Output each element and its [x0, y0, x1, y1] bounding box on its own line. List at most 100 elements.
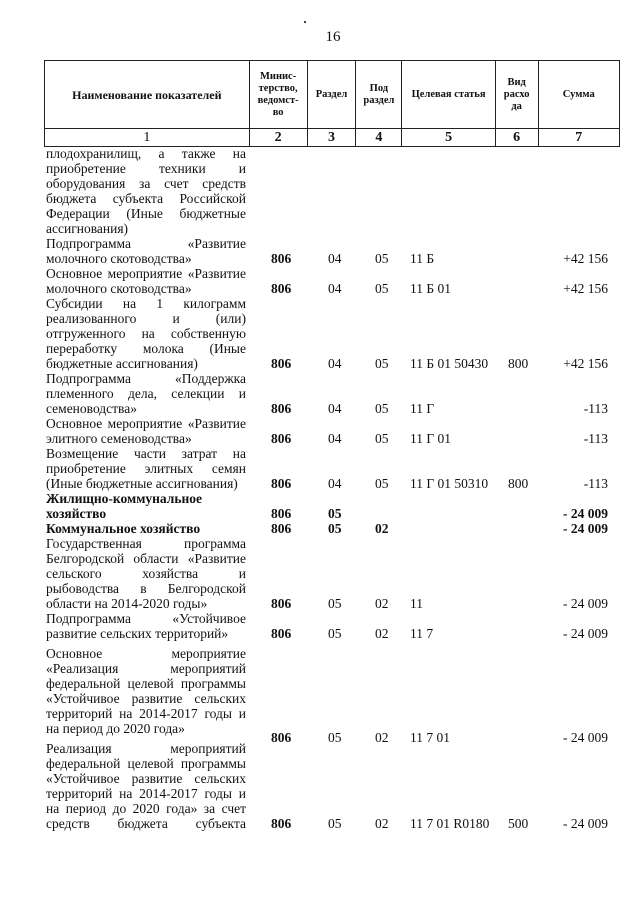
row-description: Основное мероприятие «Развитие молочного … — [46, 266, 246, 296]
cell-subsection: 02 — [375, 626, 389, 641]
table-row: Возмещение части затрат на приобретение э… — [46, 446, 620, 491]
description-line: молочного скотоводства» — [46, 281, 192, 296]
description-line: территорий на 2014-2017 годы и — [46, 786, 246, 801]
header-num-7: 7 — [537, 128, 620, 147]
table-row: Государственная программа Белгородской об… — [46, 536, 620, 611]
description-line: Подпрограмма «Развитие — [46, 236, 246, 251]
description-line: хозяйство — [46, 506, 107, 521]
cell-sum: +42 156 — [563, 251, 608, 266]
description-line: бюджетные ассигнования) — [46, 356, 198, 371]
description-line: (Иные бюджетные ассигнования) — [46, 476, 238, 491]
cell-target: 11 Г 01 50310 — [410, 476, 489, 491]
cell-section: 05 — [328, 626, 342, 641]
header-subsection: Под раздел — [355, 60, 403, 129]
description-line: Основное мероприятие — [46, 646, 246, 661]
cell-kind: 800 — [508, 476, 529, 491]
cell-section: 04 — [328, 431, 342, 446]
cell-subsection: 05 — [375, 356, 389, 371]
description-line: Коммунальное хозяйство — [46, 521, 201, 536]
page-number: 16 — [325, 29, 341, 45]
cell-target: 11 Б 01 50430 — [410, 356, 489, 371]
row-description: Государственная программа Белгородской об… — [46, 536, 246, 611]
description-line: бюджета субъекта Российской — [46, 191, 246, 206]
row-description: Субсидии на 1 килограмм реализованного и … — [46, 296, 246, 371]
description-line: племенного дела, селекции и — [46, 386, 246, 401]
cell-ministry: 806 — [271, 356, 292, 371]
cell-ministry: 806 — [271, 521, 292, 536]
description-line: элитного семеноводства» — [46, 431, 192, 446]
table-row: Коммунальное хозяйство 806 05 02 - 24 009 — [46, 521, 620, 536]
header-num-4: 4 — [355, 128, 403, 147]
cell-subsection: 02 — [375, 816, 389, 831]
description-line: оборудования за счет средств — [46, 176, 246, 191]
cell-target: 11 — [410, 596, 423, 611]
row-description: Реализация мероприятий федеральной целево… — [46, 741, 246, 831]
description-line: Жилищно-коммунальное — [46, 491, 203, 506]
description-line: рыбоводства в Белгородской — [46, 581, 246, 596]
description-line: «Устойчивое развитие сельских — [46, 691, 246, 706]
cell-ministry: 806 — [271, 596, 292, 611]
description-line: Подпрограмма «Поддержка — [46, 371, 246, 386]
cell-ministry: 806 — [271, 626, 292, 641]
description-line: Подпрограмма «Устойчивое — [46, 611, 246, 626]
description-line: Реализация мероприятий — [46, 741, 246, 756]
description-line: Федерации (Иные бюджетные — [46, 206, 246, 221]
header-target: Целевая статья — [401, 60, 496, 129]
cell-sum: -113 — [583, 476, 608, 491]
cell-section: 04 — [328, 356, 342, 371]
description-line: Основное мероприятие «Развитие — [46, 266, 246, 281]
table-row: плодохранилищ, а также на приобретение те… — [46, 146, 620, 236]
table-header: Наименование показателей Минис-терство, … — [44, 60, 620, 147]
row-description: плодохранилищ, а также на приобретение те… — [46, 146, 246, 236]
cell-sum: - 24 009 — [563, 506, 608, 521]
cell-section: 04 — [328, 251, 342, 266]
scan-speck — [304, 21, 306, 23]
cell-ministry: 806 — [271, 816, 292, 831]
cell-sum: - 24 009 — [563, 730, 608, 745]
cell-ministry: 806 — [271, 251, 292, 266]
row-description: Жилищно-коммунальное хозяйство — [46, 491, 246, 521]
cell-ministry: 806 — [271, 506, 292, 521]
cell-sum: +42 156 — [563, 281, 608, 296]
cell-subsection: 02 — [375, 596, 389, 611]
description-line: переработку молока (Иные — [46, 341, 246, 356]
cell-sum: - 24 009 — [563, 521, 608, 536]
row-description: Возмещение части затрат на приобретение э… — [46, 446, 246, 491]
table-row: Субсидии на 1 килограмм реализованного и … — [46, 296, 620, 371]
row-description: Основное мероприятие «Развитие элитного с… — [46, 416, 246, 446]
description-line: ассигнования) — [46, 221, 129, 236]
cell-ministry: 806 — [271, 431, 292, 446]
description-line: области на 2014-2020 годы» — [46, 596, 208, 611]
cell-subsection: 05 — [375, 401, 389, 416]
cell-ministry: 806 — [271, 401, 292, 416]
row-description: Основное мероприятие «Реализация мероприя… — [46, 646, 246, 736]
header-name: Наименование показателей — [44, 60, 250, 129]
description-line: приобретение техники и — [46, 161, 246, 176]
header-num-1: 1 — [44, 128, 250, 147]
header-sum: Сумма — [537, 60, 620, 129]
table-row: Подпрограмма «Развитие молочного скотовод… — [46, 236, 620, 266]
cell-target: 11 Б — [410, 251, 435, 266]
description-line: плодохранилищ, а также на — [46, 146, 246, 161]
cell-sum: -113 — [583, 401, 608, 416]
description-line: территорий на 2014-2017 годы и — [46, 706, 246, 721]
cell-section: 04 — [328, 476, 342, 491]
header-ministry: Минис-терство, ведомст-во — [248, 60, 308, 129]
description-line: приобретение элитных семян — [46, 461, 246, 476]
row-description: Подпрограмма «Устойчивое развитие сельски… — [46, 611, 246, 641]
header-num-2: 2 — [248, 128, 308, 147]
cell-kind: 800 — [508, 356, 529, 371]
cell-section: 05 — [328, 816, 342, 831]
description-line: Государственная программа — [46, 536, 246, 551]
cell-ministry: 806 — [271, 281, 292, 296]
description-line: средств бюджета субъекта — [46, 816, 246, 831]
cell-sum: -113 — [583, 431, 608, 446]
cell-target: 11 7 01 — [410, 730, 450, 745]
description-line: на период до 2020 года» — [46, 721, 185, 736]
cell-section: 05 — [328, 730, 342, 745]
cell-target: 11 Б 01 — [410, 281, 452, 296]
cell-kind: 500 — [508, 816, 529, 831]
table-row: Реализация мероприятий федеральной целево… — [46, 741, 620, 831]
description-line: реализованного и (или) — [46, 311, 246, 326]
cell-sum: - 24 009 — [563, 816, 608, 831]
